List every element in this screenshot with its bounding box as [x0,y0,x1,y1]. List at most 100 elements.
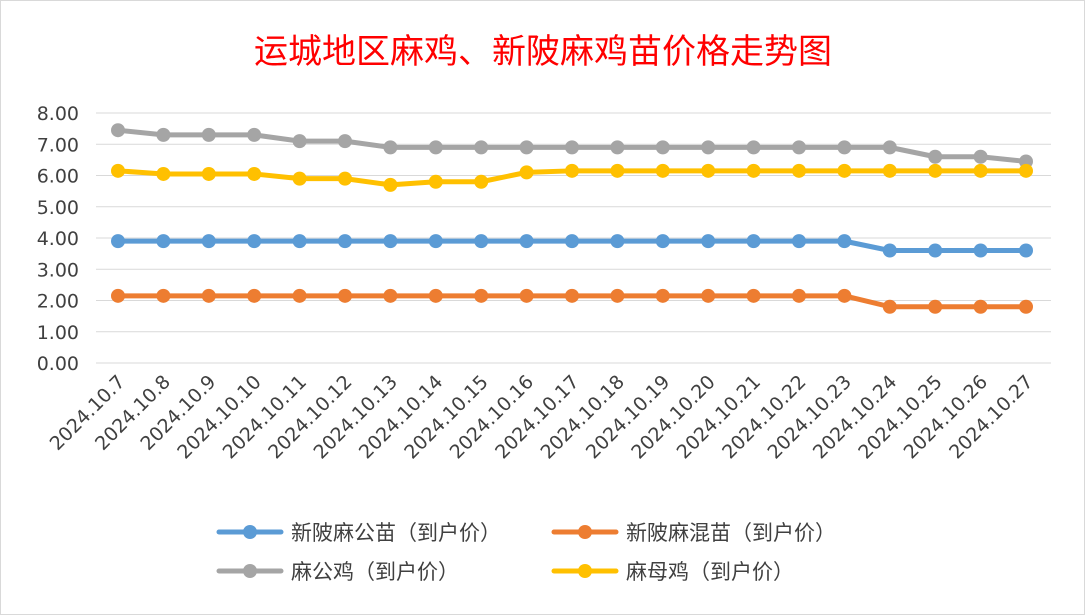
data-point [610,288,625,303]
data-point [519,234,534,249]
data-point [247,166,262,181]
data-point [1019,299,1033,314]
data-point [292,134,307,149]
data-point [928,149,943,164]
data-point [474,174,489,189]
data-point [882,163,897,178]
data-point [156,288,171,303]
legend-label-1: 新陂麻混苗（到户价） [626,521,836,545]
data-point [973,163,988,178]
data-point [247,288,262,303]
legend-label-2: 麻公鸡（到户价） [291,560,459,584]
y-tick-label: 1.00 [37,322,79,344]
data-point [292,171,307,186]
legend-marker-2 [243,564,257,578]
data-point [201,234,216,249]
data-point [701,234,716,249]
data-point [292,288,307,303]
data-point [474,288,489,303]
data-point [247,127,262,142]
data-point [156,166,171,181]
data-point [882,299,897,314]
data-point [474,140,489,155]
data-point [746,140,761,155]
y-tick-label: 4.00 [37,228,79,250]
data-point [519,165,534,180]
data-point [610,140,625,155]
legend-label-3: 麻母鸡（到户价） [626,560,794,584]
data-point [701,163,716,178]
data-point [792,288,806,303]
data-point [655,288,670,303]
data-point [973,299,988,314]
y-tick-label: 7.00 [37,134,79,156]
y-tick-label: 0.00 [37,353,79,375]
y-tick-label: 6.00 [37,166,79,188]
data-point [746,163,761,178]
data-point [837,288,852,303]
data-point [338,234,352,249]
data-point [111,163,125,178]
data-point [565,288,579,303]
data-point [519,288,534,303]
y-tick-label: 5.00 [37,197,79,219]
data-point [111,234,125,249]
data-point [247,234,262,249]
data-point [338,171,352,186]
data-point [156,127,171,142]
data-point [111,288,125,303]
data-point [928,243,943,258]
data-point [928,299,943,314]
data-point [428,234,443,249]
data-point [201,127,216,142]
y-tick-label: 2.00 [37,291,79,313]
data-point [201,288,216,303]
data-point [655,163,670,178]
data-point [383,177,398,192]
data-point [338,288,352,303]
data-point [610,163,625,178]
legend-marker-3 [578,564,592,578]
data-point [792,163,806,178]
data-point [519,140,534,155]
data-point [292,234,307,249]
data-point [565,234,579,249]
data-point [701,288,716,303]
data-point [882,243,897,258]
data-point [837,234,852,249]
y-tick-label: 3.00 [37,259,79,281]
data-point [565,163,579,178]
data-point [746,234,761,249]
data-point [201,166,216,181]
data-point [428,288,443,303]
data-point [610,234,625,249]
legend-label-0: 新陂麻公苗（到户价） [291,521,501,545]
data-point [792,140,806,155]
data-point [383,234,398,249]
data-point [383,140,398,155]
data-point [973,243,988,258]
data-point [156,234,171,249]
data-point [973,149,988,164]
data-point [837,140,852,155]
y-tick-label: 8.00 [37,103,79,125]
data-point [701,140,716,155]
data-point [383,288,398,303]
data-point [1019,163,1033,178]
data-point [792,234,806,249]
data-point [565,140,579,155]
data-point [474,234,489,249]
data-point [1019,243,1033,258]
data-point [837,163,852,178]
data-point [428,174,443,189]
chart-title: 运城地区麻鸡、新陂麻鸡苗价格走势图 [254,32,832,72]
legend-marker-1 [578,525,592,539]
data-point [655,140,670,155]
data-point [111,123,125,138]
data-point [746,288,761,303]
data-point [882,140,897,155]
data-point [655,234,670,249]
data-point [928,163,943,178]
